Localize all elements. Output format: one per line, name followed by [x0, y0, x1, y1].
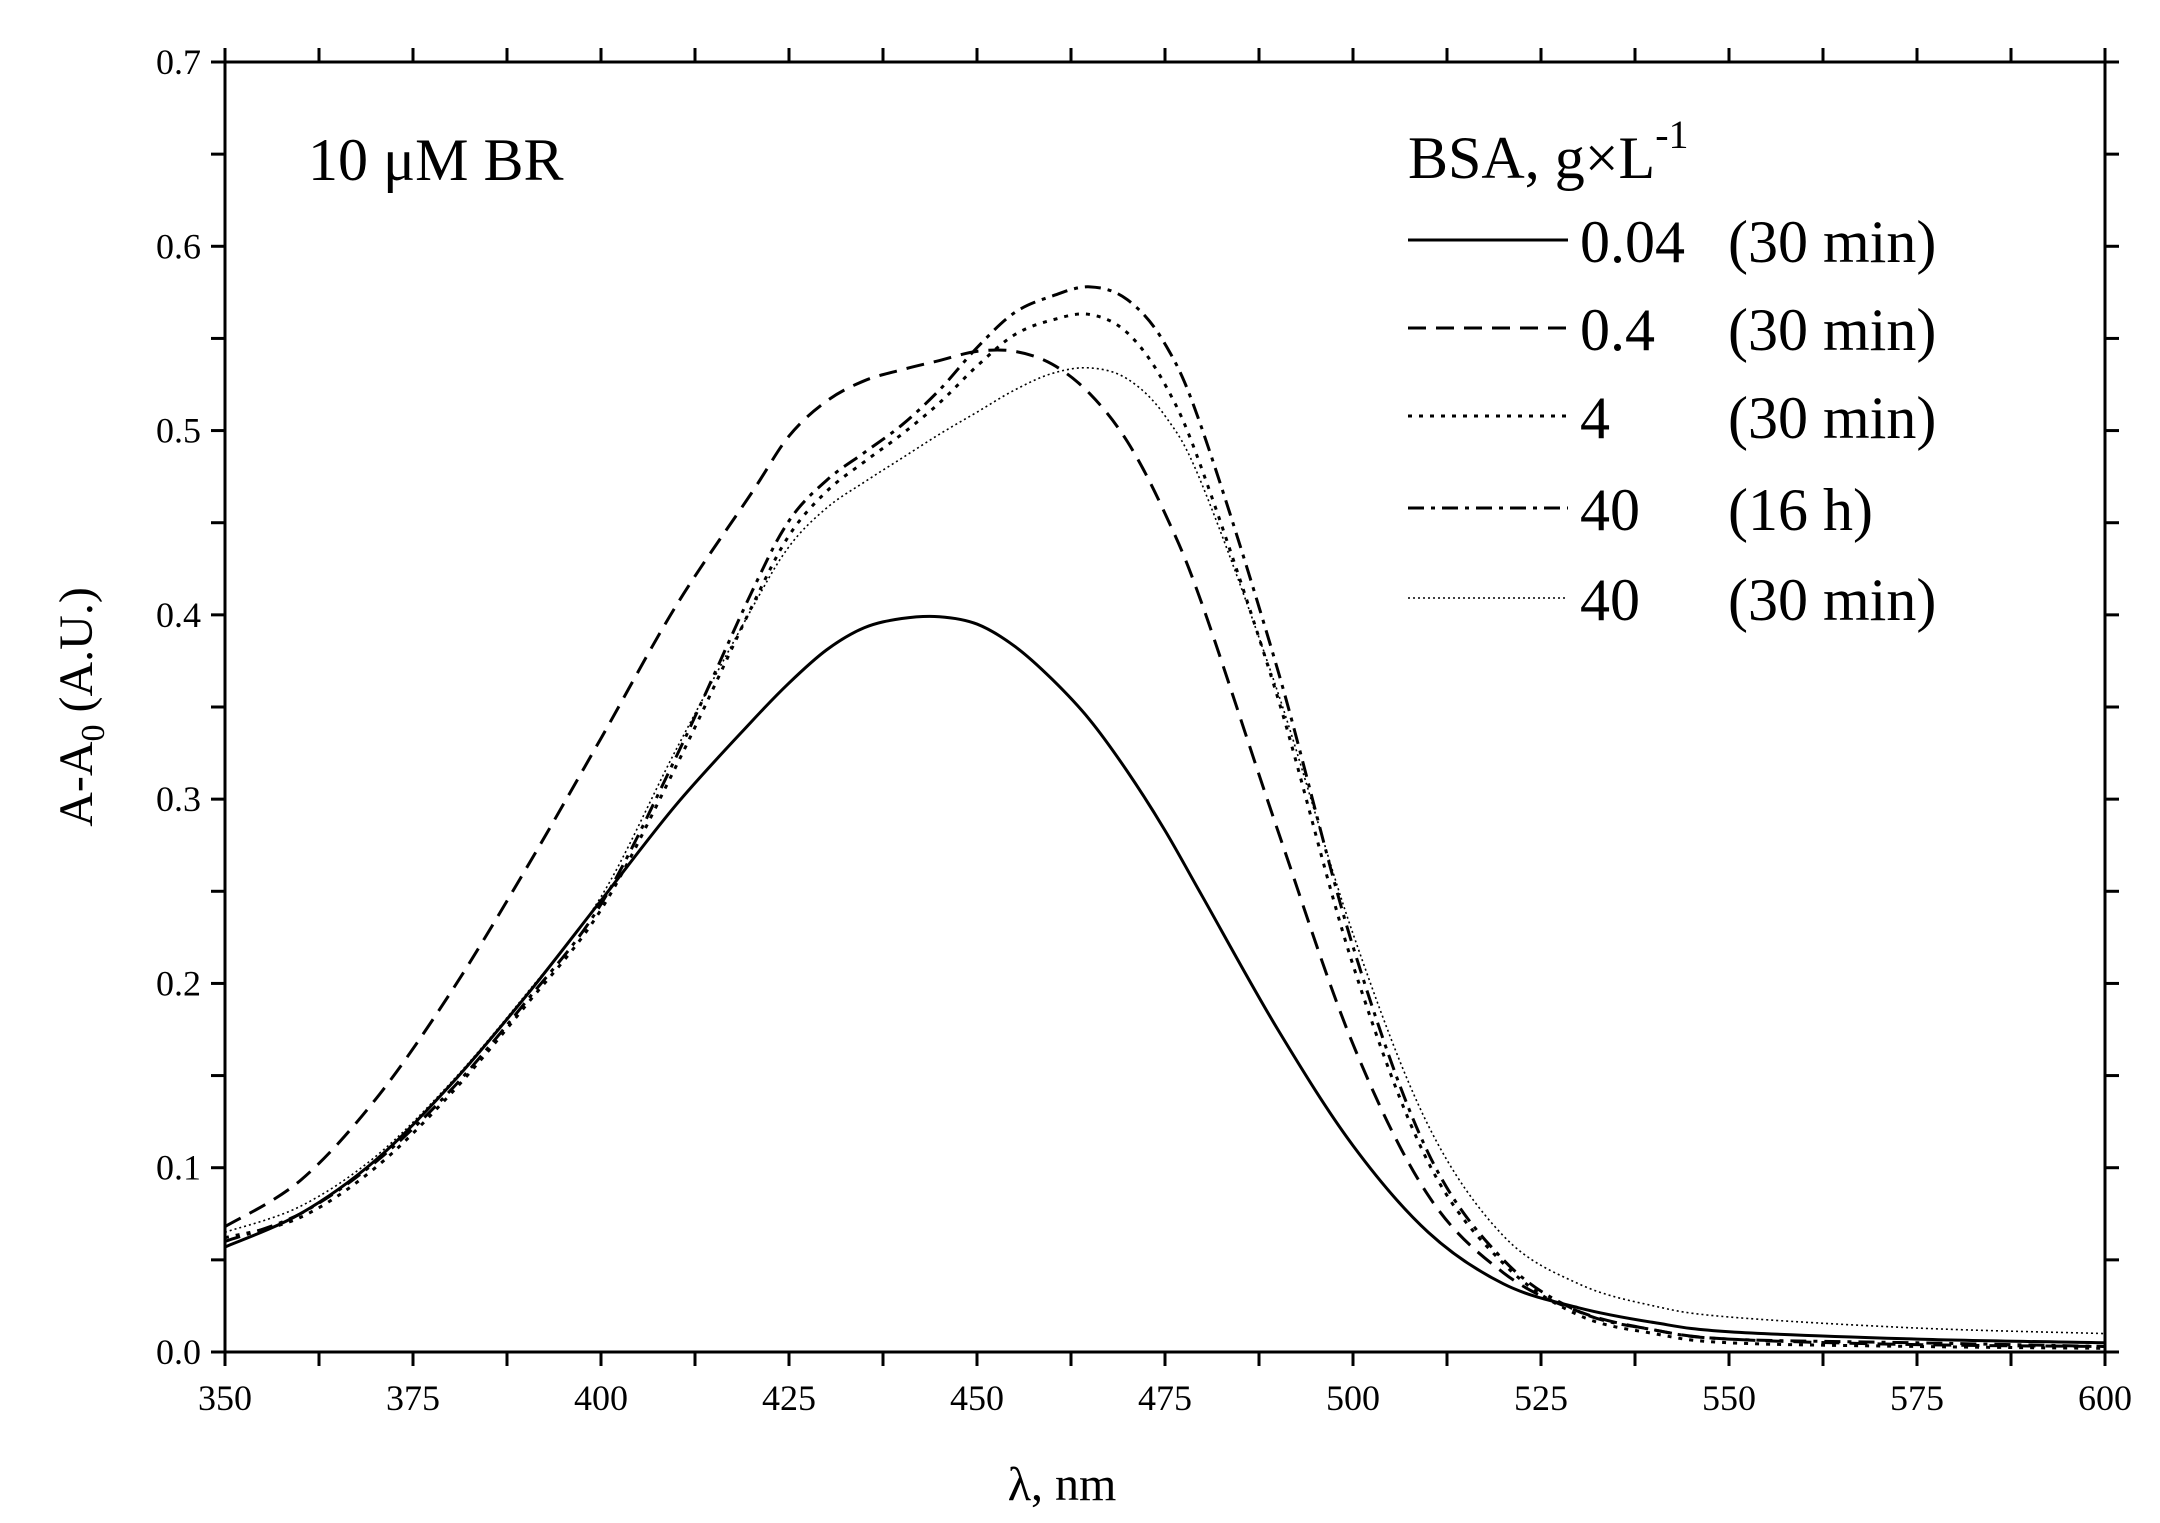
concentration-annotation: 10 μM BR — [308, 127, 564, 193]
y-tick-label: 0.5 — [156, 411, 201, 451]
legend-time: (30 min) — [1728, 209, 1936, 275]
x-axis-title: λ, nm — [1008, 1458, 1117, 1511]
y-tick-label: 0.1 — [156, 1148, 201, 1188]
y-tick-label: 0.2 — [156, 963, 201, 1003]
legend-concentration: 40 — [1580, 567, 1640, 633]
axis-tick-labels: 350 375 400 425 450 475 500 525 550 575 600 0.0 0.1 0… — [156, 42, 2132, 1418]
series-line-2 — [224, 348, 2106, 1348]
x-tick-label: 525 — [1514, 1378, 1568, 1418]
legend-time: (30 min) — [1728, 297, 1936, 363]
y-tick-label: 0.6 — [156, 226, 201, 266]
legend-item: 0.4 (30 min) — [1408, 297, 1936, 363]
y-axis-title-main: A-A — [50, 741, 103, 827]
legend-item: 40 (16 h) — [1408, 477, 1873, 543]
series-line-3 — [224, 312, 2106, 1350]
x-tick-label: 575 — [1890, 1378, 1944, 1418]
legend-time: (30 min) — [1728, 385, 1936, 451]
y-tick-label: 0.0 — [156, 1332, 201, 1372]
legend-concentration: 0.4 — [1580, 297, 1655, 363]
legend-title-superscript: -1 — [1655, 112, 1688, 157]
legend-concentration: 4 — [1580, 385, 1610, 451]
y-axis-title: A-A0 (A.U.) — [50, 587, 112, 827]
x-tick-label: 375 — [386, 1378, 440, 1418]
legend-concentration: 0.04 — [1580, 209, 1685, 275]
x-tick-label: 475 — [1138, 1378, 1192, 1418]
y-tick-label: 0.3 — [156, 779, 201, 819]
axis-ticks — [211, 48, 2119, 1366]
legend-time: (30 min) — [1728, 567, 1936, 633]
legend-item: 40 (30 min) — [1408, 567, 1936, 633]
y-axis-title-subscript: 0 — [75, 724, 112, 741]
x-tick-label: 600 — [2078, 1378, 2132, 1418]
legend-item: 4 (30 min) — [1408, 385, 1936, 451]
x-tick-label: 550 — [1702, 1378, 1756, 1418]
x-tick-label: 500 — [1326, 1378, 1380, 1418]
x-tick-label: 425 — [762, 1378, 816, 1418]
y-tick-label: 0.4 — [156, 595, 201, 635]
legend-time: (16 h) — [1728, 477, 1873, 543]
legend-items: 0.04 (30 min) 0.4 (30 min) 4 (30 min) 40 (16 h)… — [1408, 209, 1936, 633]
y-tick-label: 0.7 — [156, 42, 201, 82]
legend-title-main: BSA, g×L — [1408, 125, 1655, 191]
plot-frame — [223, 60, 2107, 1354]
series-line-1 — [224, 614, 2106, 1345]
legend-concentration: 40 — [1580, 477, 1640, 543]
series-line-4 — [224, 285, 2106, 1348]
x-tick-label: 400 — [574, 1378, 628, 1418]
x-tick-label: 450 — [950, 1378, 1004, 1418]
y-axis-title-tail: (A.U.) — [50, 587, 103, 724]
series-lines — [224, 285, 2106, 1350]
x-tick-label: 350 — [198, 1378, 252, 1418]
legend-item: 0.04 (30 min) — [1408, 209, 1936, 275]
legend-title: BSA, g×L-1 — [1408, 112, 1689, 191]
legend: BSA, g×L-1 0.04 (30 min) 0.4 (30 min) 4 (30 m… — [1408, 112, 1936, 633]
